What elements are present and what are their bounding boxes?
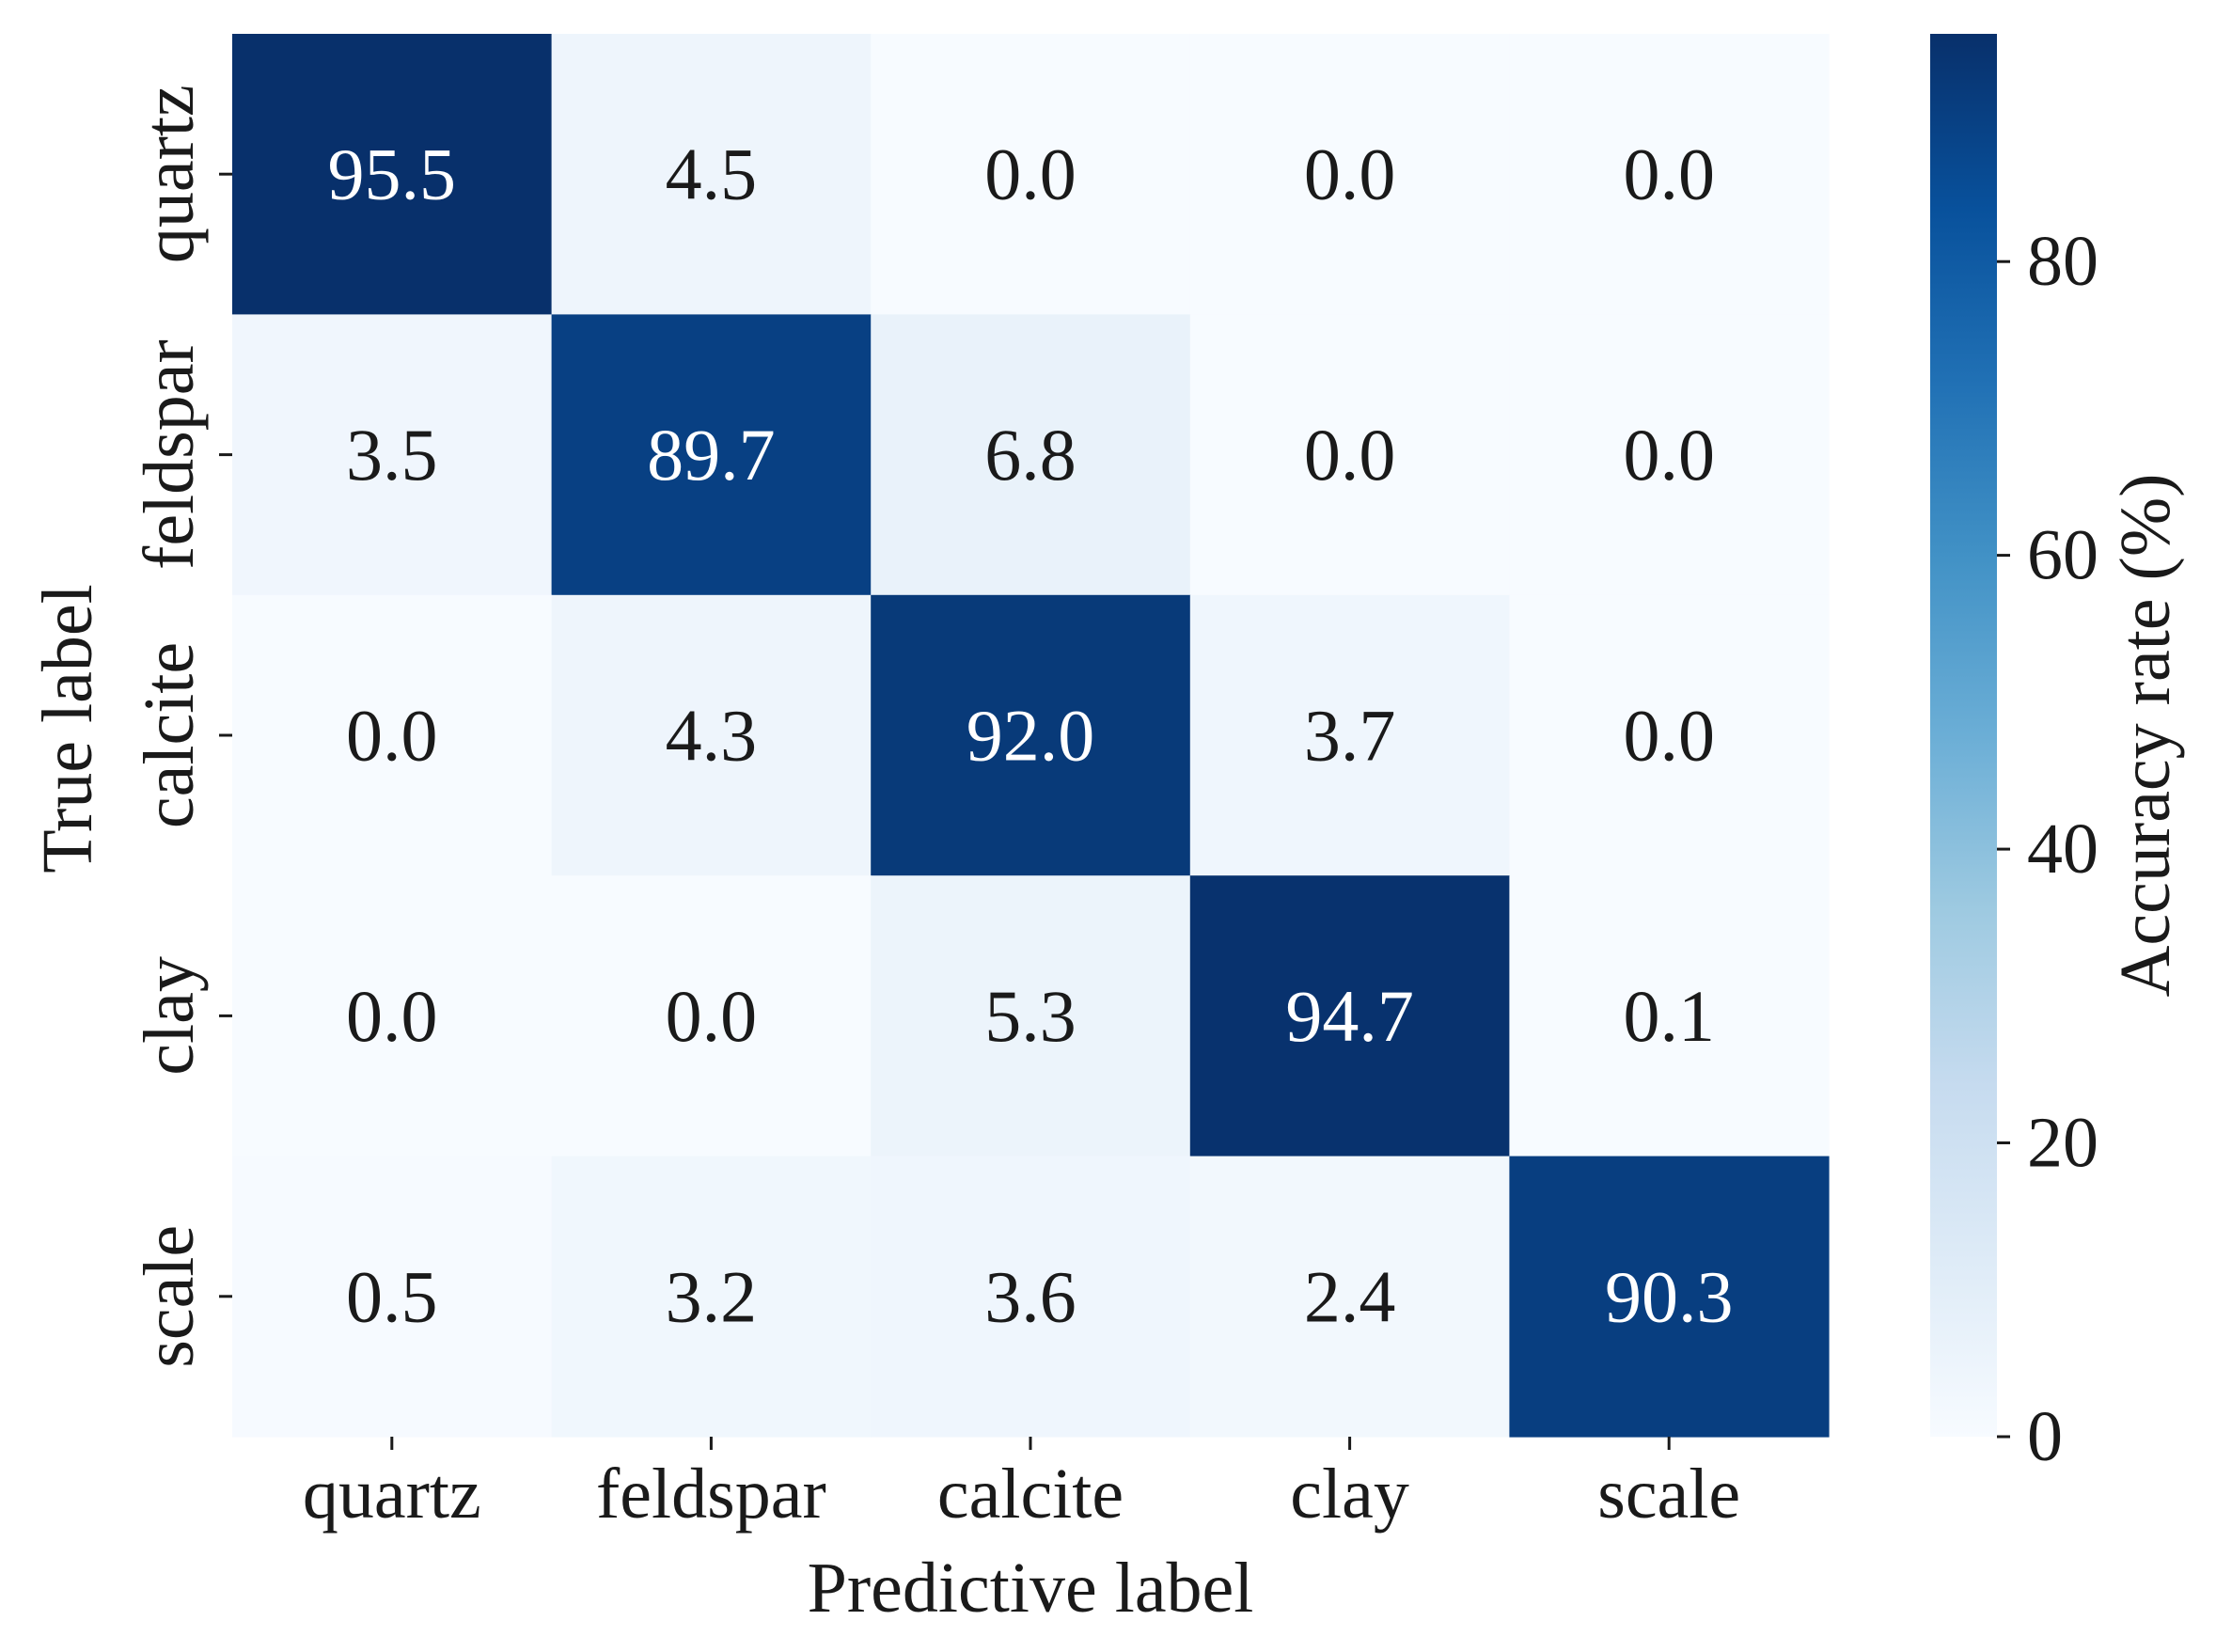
cell-value-label: 4.5 [666,134,758,215]
y-axis-title: True label [28,584,107,873]
cell-value-label: 2.4 [1304,1255,1396,1337]
heatmap-cell [871,1156,1191,1438]
x-tick-label: quartz [303,1455,481,1534]
colorbar: 0 20 40 60 80 Accuracy rate (%) [1930,34,2185,1476]
heatmap-cell [1509,594,1830,876]
heatmap-cell [232,875,553,1157]
cell-value-label: 3.5 [346,414,438,496]
cell-value-label: 0.0 [1304,134,1396,215]
cell-value-label: 89.7 [647,414,776,496]
cell-value-label: 4.3 [666,695,758,777]
cell-value-label: 0.0 [666,975,758,1057]
cell-value-label: 0.0 [1623,414,1715,496]
heatmap-cell [232,594,553,876]
heatmap-cell [1509,875,1830,1157]
heatmap-cell [1509,1156,1830,1438]
colorbar-tick-label: 60 [2027,516,2098,595]
heatmap-cell [551,594,872,876]
cell-value-label: 3.7 [1304,695,1396,777]
cell-value-label: 3.6 [984,1255,1077,1337]
heatmap-cell [871,875,1191,1157]
x-tick-label: scale [1597,1455,1740,1534]
cell-value-label: 0.0 [346,695,438,777]
x-tick-label: feldspar [596,1455,826,1534]
heatmap-cell [551,314,872,596]
cell-value-label: 0.0 [1304,414,1396,496]
x-axis-ticks: quartz feldspar calcite clay scale [303,1437,1740,1534]
cell-value-label: 0.1 [1623,975,1715,1057]
colorbar-gradient [1930,34,1997,1437]
heatmap-cell [551,875,872,1157]
heatmap-cell [232,314,553,596]
colorbar-tick-label: 80 [2027,222,2098,301]
y-tick-label: scale [130,1225,209,1368]
cell-value-label: 6.8 [984,414,1077,496]
cell-value-label: 5.3 [984,975,1077,1057]
cell-value-label: 0.5 [346,1255,438,1337]
cell-value-label: 0.0 [346,975,438,1057]
heatmap-cell [1509,34,1830,315]
heatmap-cell [1189,314,1510,596]
heatmap-cell [551,34,872,315]
colorbar-tick-label: 0 [2027,1397,2063,1476]
y-tick-label: quartz [130,85,209,263]
cell-value-label: 90.3 [1605,1255,1734,1337]
colorbar-tick-label: 20 [2027,1104,2098,1183]
cell-value-label: 95.5 [328,134,457,215]
heatmap-cell [232,34,553,315]
heatmap-cells [232,34,1830,1438]
heatmap-cell [871,34,1191,315]
x-tick-label: calcite [937,1455,1124,1534]
colorbar-ticks: 0 20 40 60 80 [1997,222,2098,1476]
cell-value-label: 0.0 [1623,134,1715,215]
cell-value-label: 3.2 [666,1255,758,1337]
heatmap-cell [1509,314,1830,596]
colorbar-tick-label: 40 [2027,810,2098,889]
heatmap-cell [1189,875,1510,1157]
y-tick-label: calcite [130,642,209,828]
colorbar-label: Accuracy rate (%) [2106,474,2185,998]
cell-value-label: 94.7 [1285,975,1414,1057]
heatmap-cell [1189,594,1510,876]
x-axis-title: Predictive label [808,1549,1254,1628]
cell-value-label: 0.0 [984,134,1077,215]
y-tick-label: clay [130,956,209,1076]
heatmap-cell [1189,34,1510,315]
y-axis-ticks: quartz feldspar calcite clay scale [130,85,232,1368]
cell-value-labels: 95.5 4.5 0.0 0.0 0.0 3.5 89.7 6.8 0.0 0.0 0.0 4.3 92… [328,134,1734,1338]
heatmap-cell [1189,1156,1510,1438]
heatmap-cell [871,314,1191,596]
heatmap-cell [232,1156,553,1438]
cell-value-label: 0.0 [1623,695,1715,777]
x-tick-label: clay [1290,1455,1409,1534]
y-tick-label: feldspar [130,339,209,570]
cell-value-label: 92.0 [967,695,1095,777]
heatmap-cell [551,1156,872,1438]
heatmap-cell [871,594,1191,876]
